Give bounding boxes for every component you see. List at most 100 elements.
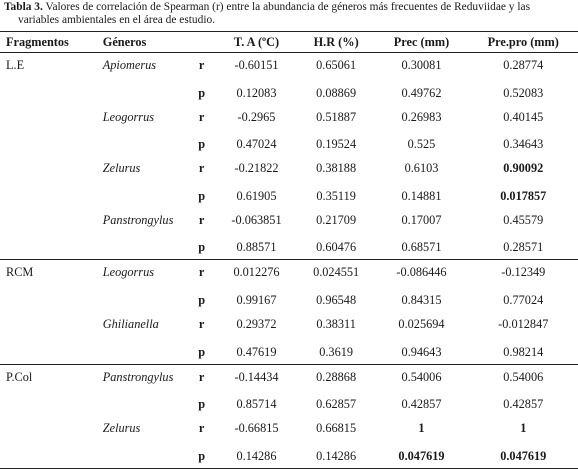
stat-cell: p — [198, 137, 206, 152]
ta-cell: 0.61905 — [236, 188, 277, 203]
hr-cell: 0.3619 — [297, 337, 375, 365]
hr-cell: 0.38311 — [316, 316, 356, 331]
prec-cell: 0.68571 — [374, 233, 469, 261]
stat-cell: p — [188, 441, 216, 469]
prec-cell: 0.025694 — [398, 316, 445, 331]
genus-cell — [96, 441, 189, 469]
prepro-cell: 0.90092 — [503, 161, 544, 176]
caption-label: Tabla 3. — [4, 1, 43, 13]
fragment-cell — [0, 182, 97, 208]
genus-cell: Zelurus — [102, 161, 141, 176]
ta-cell: -0.66815 — [234, 421, 279, 436]
genus-cell: Apiomerus — [102, 58, 157, 72]
table-row: Panstrongylus r -0.063851 0.21709 0.1700… — [0, 208, 578, 234]
prec-cell: 1 — [418, 421, 425, 436]
table-row: p 0.85714 0.62857 0.42857 0.42857 — [0, 390, 578, 416]
genus-cell — [97, 286, 188, 312]
ta-cell: 0.85714 — [236, 397, 277, 412]
prec-cell: 0.42857 — [401, 397, 442, 412]
fragment-cell: P.Col — [6, 369, 33, 384]
genus-cell — [96, 337, 189, 365]
header-generos: Géneros — [96, 31, 189, 53]
ta-cell: 0.99167 — [236, 292, 277, 307]
fragment-cell — [0, 337, 97, 365]
prec-cell: 0.525 — [407, 137, 436, 152]
caption-text: Valores de correlación de Spearman (r) e… — [42, 1, 531, 13]
prec-cell: 0.30081 — [401, 58, 442, 72]
prepro-cell: 1 — [520, 421, 527, 436]
ta-cell: 0.12083 — [236, 85, 277, 100]
prepro-cell: 0.98214 — [468, 337, 578, 365]
stat-cell: p — [198, 188, 206, 203]
header-fragmentos: Fragmentos — [0, 31, 97, 53]
table-row: p 0.47619 0.3619 0.94643 0.98214 — [0, 337, 578, 365]
prec-cell: 0.49762 — [401, 85, 442, 100]
table-caption: Tabla 3. Valores de correlación de Spear… — [4, 1, 574, 27]
fragment-cell — [0, 312, 97, 338]
stat-cell: r — [198, 109, 205, 124]
prec-cell: 0.047619 — [374, 441, 469, 469]
genus-cell — [96, 233, 189, 261]
hr-cell: 0.96548 — [316, 292, 357, 307]
prec-cell: 0.17007 — [401, 212, 442, 227]
prepro-cell: -0.12349 — [501, 265, 546, 280]
ta-cell: -0.063851 — [231, 212, 282, 227]
genus-cell — [97, 130, 188, 156]
header-prepro: Pre.pro (mm) — [468, 31, 578, 53]
prepro-cell: 0.017857 — [500, 188, 547, 203]
correlation-table: Fragmentos Géneros T. A (ºC) H.R (%) Pre… — [0, 31, 578, 469]
genus-cell: Leogorrus — [102, 265, 155, 280]
ta-cell: 0.012276 — [233, 265, 280, 280]
caption-line-2: variables ambientales en el área de estu… — [18, 14, 216, 26]
table-row: Zelurus r -0.66815 0.66815 1 1 — [0, 416, 578, 442]
stat-cell: p — [198, 292, 206, 307]
prepro-cell: 0.54006 — [503, 369, 544, 384]
ta-cell: -0.2965 — [237, 109, 276, 124]
prepro-cell: -0.012847 — [498, 316, 549, 331]
table-row: Leogorrus r -0.2965 0.51887 0.26983 0.40… — [0, 105, 578, 131]
fragment-cell — [0, 79, 97, 105]
stat-cell: p — [188, 337, 216, 365]
hr-cell: 0.51887 — [316, 109, 357, 124]
prec-cell: 0.54006 — [401, 369, 442, 384]
table-row: P.Col Panstrongylus r -0.14434 0.28868 0… — [0, 364, 578, 390]
ta-cell: -0.14434 — [234, 369, 279, 384]
table-row: p 0.61905 0.35119 0.14881 0.017857 — [0, 182, 578, 208]
fragment-cell: RCM — [6, 265, 34, 280]
genus-cell: Zelurus — [102, 421, 141, 436]
prepro-cell: 0.52083 — [503, 85, 544, 100]
header-stat — [188, 31, 216, 53]
hr-cell: 0.66815 — [316, 421, 357, 436]
table-row: p 0.47024 0.19524 0.525 0.34643 — [0, 130, 578, 156]
fragment-cell — [0, 156, 97, 182]
hr-cell: 0.21709 — [316, 212, 357, 227]
header-prec: Prec (mm) — [374, 31, 469, 53]
fragment-cell — [0, 130, 97, 156]
genus-cell — [97, 390, 188, 416]
prec-cell: 0.94643 — [374, 337, 469, 365]
prepro-cell: 0.047619 — [468, 441, 578, 469]
ta-cell: 0.29372 — [236, 316, 277, 331]
fragment-cell — [0, 233, 97, 261]
table-row: Ghilianella r 0.29372 0.38311 0.025694 -… — [0, 312, 578, 338]
table-row: p 0.14286 0.14286 0.047619 0.047619 — [0, 441, 578, 469]
hr-cell: 0.60476 — [297, 233, 375, 261]
table-row: p 0.88571 0.60476 0.68571 0.28571 — [0, 233, 578, 261]
stat-cell: r — [198, 369, 205, 384]
genus-cell — [97, 182, 188, 208]
fragment-cell — [0, 208, 97, 234]
genus-cell: Leogorrus — [102, 109, 155, 124]
hr-cell: 0.65061 — [316, 58, 357, 72]
genus-cell — [97, 79, 188, 105]
header-hr: H.R (%) — [297, 31, 375, 53]
hr-cell: 0.024551 — [313, 265, 360, 280]
prepro-cell: 0.42857 — [503, 397, 544, 412]
table-row: p 0.99167 0.96548 0.84315 0.77024 — [0, 286, 578, 312]
fragment-cell — [0, 416, 97, 442]
fragment-cell — [0, 286, 97, 312]
table-row: Zelurus r -0.21822 0.38188 0.6103 0.9009… — [0, 156, 578, 182]
prepro-cell: 0.77024 — [503, 292, 544, 307]
stat-cell: r — [198, 212, 205, 227]
stat-cell: p — [188, 233, 216, 261]
